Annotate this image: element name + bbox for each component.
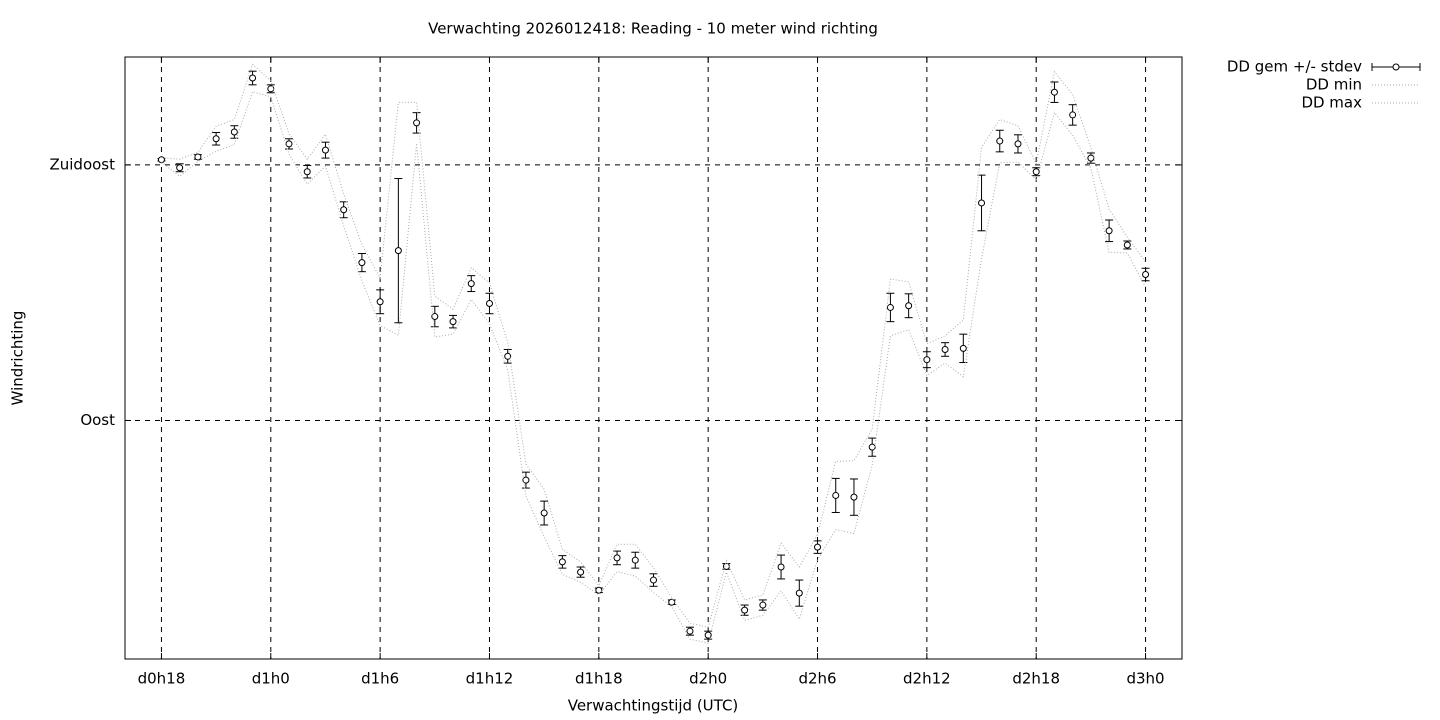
- point: [522, 476, 530, 484]
- point: [558, 558, 566, 566]
- point: [886, 303, 894, 311]
- point: [467, 280, 475, 288]
- point: [485, 299, 493, 307]
- point: [176, 164, 184, 172]
- y-axis-label: Windrichting: [9, 311, 27, 406]
- point: [212, 135, 220, 143]
- point: [249, 74, 257, 82]
- point: [376, 298, 384, 306]
- point: [1069, 111, 1077, 119]
- x-tick-label: d2h0: [689, 670, 727, 688]
- legend-label: DD min: [1306, 76, 1362, 94]
- point: [741, 606, 749, 614]
- x-tick-label: d2h6: [798, 670, 836, 688]
- point: [850, 493, 858, 501]
- point: [1142, 271, 1150, 279]
- point: [358, 259, 366, 267]
- point: [157, 156, 165, 164]
- point: [1105, 227, 1113, 235]
- point: [394, 247, 402, 255]
- point: [340, 206, 348, 214]
- line: [161, 91, 1146, 644]
- point: [978, 199, 986, 207]
- point: [814, 543, 822, 551]
- y-tick-label: Zuidoost: [49, 155, 115, 173]
- point: [1087, 154, 1095, 162]
- chart-title: Verwachting 2026012418: Reading - 10 met…: [428, 20, 878, 38]
- x-tick-label: d3h0: [1126, 670, 1164, 688]
- point: [1032, 168, 1040, 176]
- legend-swatch: [1392, 63, 1400, 71]
- x-tick-label: d1h12: [466, 670, 514, 688]
- point: [285, 140, 293, 148]
- point: [1050, 88, 1058, 96]
- x-tick-label: d0h18: [138, 670, 186, 688]
- point: [668, 598, 676, 606]
- point: [868, 443, 876, 451]
- point: [540, 509, 548, 517]
- plot-frame: [124, 56, 1183, 660]
- y-tick-label: Oost: [80, 411, 115, 429]
- point: [321, 146, 329, 154]
- line: [161, 63, 1146, 628]
- point: [959, 344, 967, 352]
- point: [905, 302, 913, 310]
- point: [1123, 241, 1131, 249]
- point: [704, 631, 712, 639]
- point: [303, 168, 311, 176]
- point: [449, 318, 457, 326]
- point: [686, 627, 694, 635]
- point: [759, 601, 767, 609]
- x-tick-label: d2h18: [1012, 670, 1060, 688]
- point: [996, 137, 1004, 145]
- point: [631, 556, 639, 564]
- x-tick-label: d1h6: [361, 670, 399, 688]
- point: [431, 313, 439, 321]
- legend-label: DD max: [1301, 94, 1362, 112]
- x-tick-label: d1h0: [252, 670, 290, 688]
- point: [194, 153, 202, 161]
- point: [832, 491, 840, 499]
- point: [1014, 140, 1022, 148]
- x-tick-label: d2h12: [903, 670, 951, 688]
- point: [795, 589, 803, 597]
- point: [650, 576, 657, 584]
- point: [777, 563, 785, 571]
- x-tick-label: d1h18: [575, 670, 623, 688]
- x-axis-label: Verwachtingstijd (UTC): [568, 697, 739, 715]
- legend-label: DD gem +/- stdev: [1227, 58, 1362, 76]
- point: [230, 128, 238, 136]
- point: [577, 568, 585, 576]
- point: [923, 356, 931, 364]
- point: [613, 554, 621, 562]
- point: [941, 345, 949, 353]
- point: [595, 586, 603, 594]
